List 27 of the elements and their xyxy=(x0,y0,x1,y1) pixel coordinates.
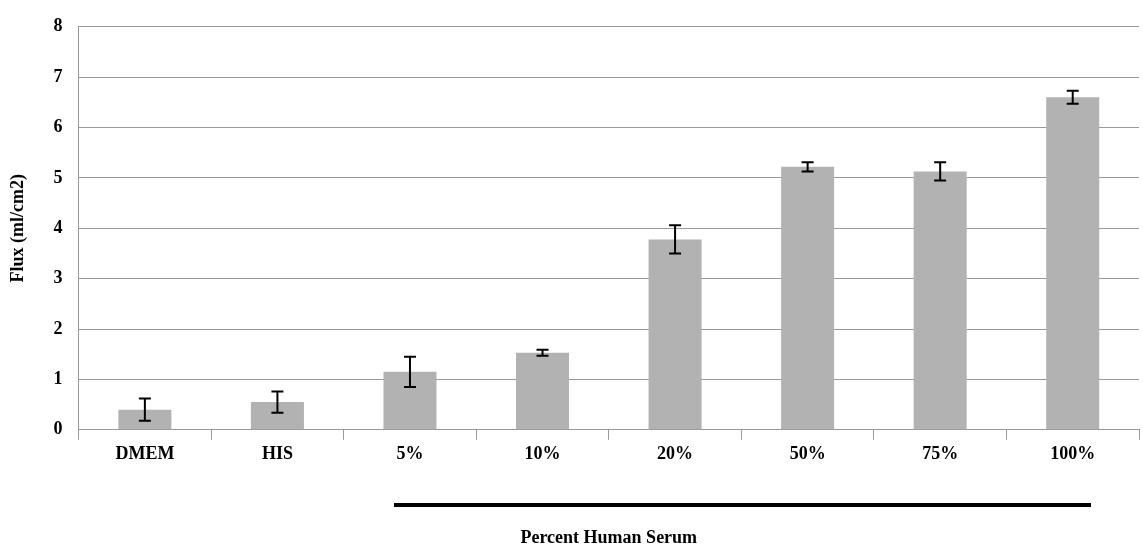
x-tick-label: 50% xyxy=(789,443,826,464)
x-tick-label: 100% xyxy=(1050,443,1096,464)
y-tick-label: 8 xyxy=(53,15,63,36)
y-tick-label: 3 xyxy=(53,267,63,288)
x-tick-label: HIS xyxy=(261,443,293,464)
x-tick-label: 75% xyxy=(922,443,959,464)
y-tick-label: 5 xyxy=(53,166,63,187)
y-tick-label: 6 xyxy=(53,116,63,137)
bar xyxy=(913,171,967,430)
bar xyxy=(781,166,835,430)
bar xyxy=(250,402,304,430)
x-tick-label: DMEM xyxy=(115,443,175,464)
bar xyxy=(383,371,437,430)
y-tick-label: 7 xyxy=(53,65,63,86)
y-tick-label: 2 xyxy=(53,317,63,338)
x-axis-title: Percent Human Serum xyxy=(520,526,698,547)
y-tick-label: 4 xyxy=(53,216,63,237)
bar xyxy=(648,239,702,430)
x-tick-label: 5% xyxy=(396,443,424,464)
y-tick-label: 1 xyxy=(53,368,63,389)
bar xyxy=(118,409,172,430)
y-tick-label: 0 xyxy=(53,418,63,439)
bar xyxy=(516,352,570,430)
y-axis-title: Flux (ml/cm2) xyxy=(7,174,29,283)
x-tick-label: 10% xyxy=(524,443,561,464)
bar xyxy=(1046,97,1100,430)
x-tick-label: 20% xyxy=(657,443,694,464)
